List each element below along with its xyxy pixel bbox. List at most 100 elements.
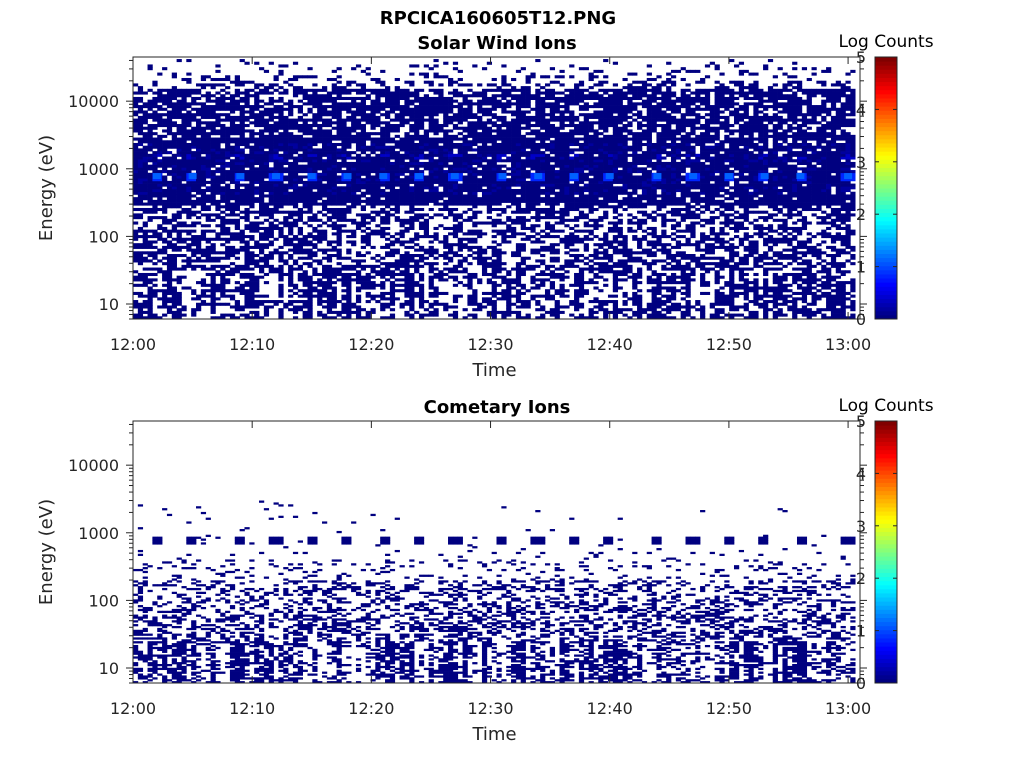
spectrogram-cell — [326, 129, 333, 133]
spectrogram-cell — [278, 91, 284, 95]
spectrogram-cell — [292, 197, 299, 201]
spectrogram-cell — [404, 291, 410, 295]
spectrogram-cell — [137, 186, 144, 190]
spectrogram-cell — [326, 124, 333, 128]
spectrogram-cell — [409, 194, 415, 198]
spectrogram-cell — [428, 118, 434, 122]
spectrogram-cell — [530, 205, 536, 209]
spectrogram-cell — [205, 218, 211, 222]
spectrogram-cell — [472, 191, 478, 195]
spectrogram-cell — [244, 300, 250, 304]
spectrogram-cell — [365, 113, 371, 117]
spectrogram-cell — [481, 248, 488, 252]
spectrogram-cell — [452, 159, 459, 163]
spectrogram-cell — [181, 207, 187, 212]
spectrogram-cell — [443, 189, 449, 193]
spectrogram-cell — [210, 259, 216, 263]
spectrogram-cell — [244, 115, 250, 119]
spectrogram-cell — [448, 164, 454, 168]
spectrogram-cell — [506, 156, 512, 160]
spectrogram-cell — [259, 159, 265, 163]
spectrogram-cell — [322, 300, 328, 304]
spectrogram-cell — [137, 283, 144, 287]
spectrogram-cell — [268, 221, 274, 225]
spectrogram-cell — [501, 316, 507, 320]
spectrogram-cell — [220, 194, 226, 198]
spectrogram-cell — [491, 175, 497, 179]
spectrogram-cell — [259, 137, 265, 141]
spectrogram-cell — [336, 115, 342, 119]
spectrogram-cell — [166, 243, 173, 247]
spectrogram-cell — [181, 161, 187, 165]
spectrogram-cell — [268, 191, 274, 195]
spectrogram-cell — [346, 235, 352, 239]
spectrogram-cell — [351, 115, 357, 119]
spectrogram-cell — [501, 151, 507, 155]
spectrogram-cell — [360, 167, 366, 171]
spectrogram-cell — [268, 96, 274, 100]
spectrogram-cell — [215, 137, 221, 141]
spectrogram-cell — [278, 264, 284, 268]
spectrogram-cell — [370, 264, 376, 268]
spectrogram-cell — [220, 134, 226, 138]
spectrogram-cell — [142, 259, 148, 263]
spectrogram-cell — [414, 248, 420, 252]
spectrogram-cell — [404, 96, 410, 100]
spectrogram-cell — [472, 221, 478, 225]
spectrogram-cell — [472, 224, 478, 228]
spectrogram-cell — [283, 224, 289, 228]
spectrogram-cell — [394, 210, 400, 214]
spectrogram-cell — [326, 151, 333, 155]
spectrogram-cell — [375, 170, 381, 174]
spectrogram-cell — [157, 235, 163, 239]
spectrogram-cell — [404, 99, 410, 103]
spectrogram-cell — [196, 240, 202, 244]
spectrogram-cell — [302, 243, 308, 247]
spectrogram-cell — [205, 254, 211, 258]
spectrogram-cell — [515, 180, 522, 184]
spectrogram-cell — [491, 151, 497, 155]
spectrogram-cell — [312, 199, 318, 203]
spectrogram-cell — [486, 262, 493, 266]
spectrogram-cell — [326, 248, 333, 252]
spectrogram-cell — [133, 170, 139, 174]
spectrogram-cell — [196, 140, 202, 144]
spectrogram-cell — [239, 240, 245, 244]
spectrogram-cell — [511, 232, 517, 236]
spectrogram-cell — [331, 167, 337, 171]
spectrogram-cell — [249, 294, 255, 298]
spectrogram-cell — [414, 243, 420, 247]
spectrogram-cell — [351, 164, 357, 168]
spectrogram-cell — [263, 180, 270, 184]
spectrogram-cell — [467, 254, 473, 258]
spectrogram-cell — [394, 96, 400, 100]
spectrogram-cell — [525, 164, 531, 168]
spectrogram-cell — [142, 118, 148, 122]
spectrogram-cell — [307, 197, 313, 201]
spectrogram-cell — [196, 91, 202, 95]
spectrogram-cell — [162, 240, 168, 244]
spectrogram-cell — [142, 197, 148, 201]
spectrogram-cell — [438, 278, 444, 282]
spectrogram-cell — [501, 237, 507, 241]
spectrogram-cell — [268, 153, 274, 157]
spectrogram-cell — [486, 172, 493, 176]
spectrogram — [133, 59, 856, 320]
spectrogram-cell — [292, 126, 299, 130]
spectrogram-cell — [380, 80, 386, 84]
spectrogram-cell — [355, 270, 362, 274]
spectrogram-cell — [326, 113, 333, 117]
spectrogram-cell — [166, 156, 173, 160]
spectrogram-cell — [302, 94, 308, 98]
spectrogram-cell — [341, 275, 347, 279]
spectrogram-cell — [312, 94, 318, 98]
spectrogram-cell — [326, 137, 333, 141]
spectrogram-cell — [307, 129, 313, 133]
spectrogram-cell — [157, 88, 163, 92]
spectrogram-cell — [244, 137, 250, 141]
spectrogram-cell — [370, 142, 376, 147]
spectrogram-cell — [234, 102, 240, 106]
spectrogram-cell — [278, 226, 284, 230]
spectrogram-cell — [268, 213, 274, 217]
spectrogram-cell — [234, 145, 240, 149]
